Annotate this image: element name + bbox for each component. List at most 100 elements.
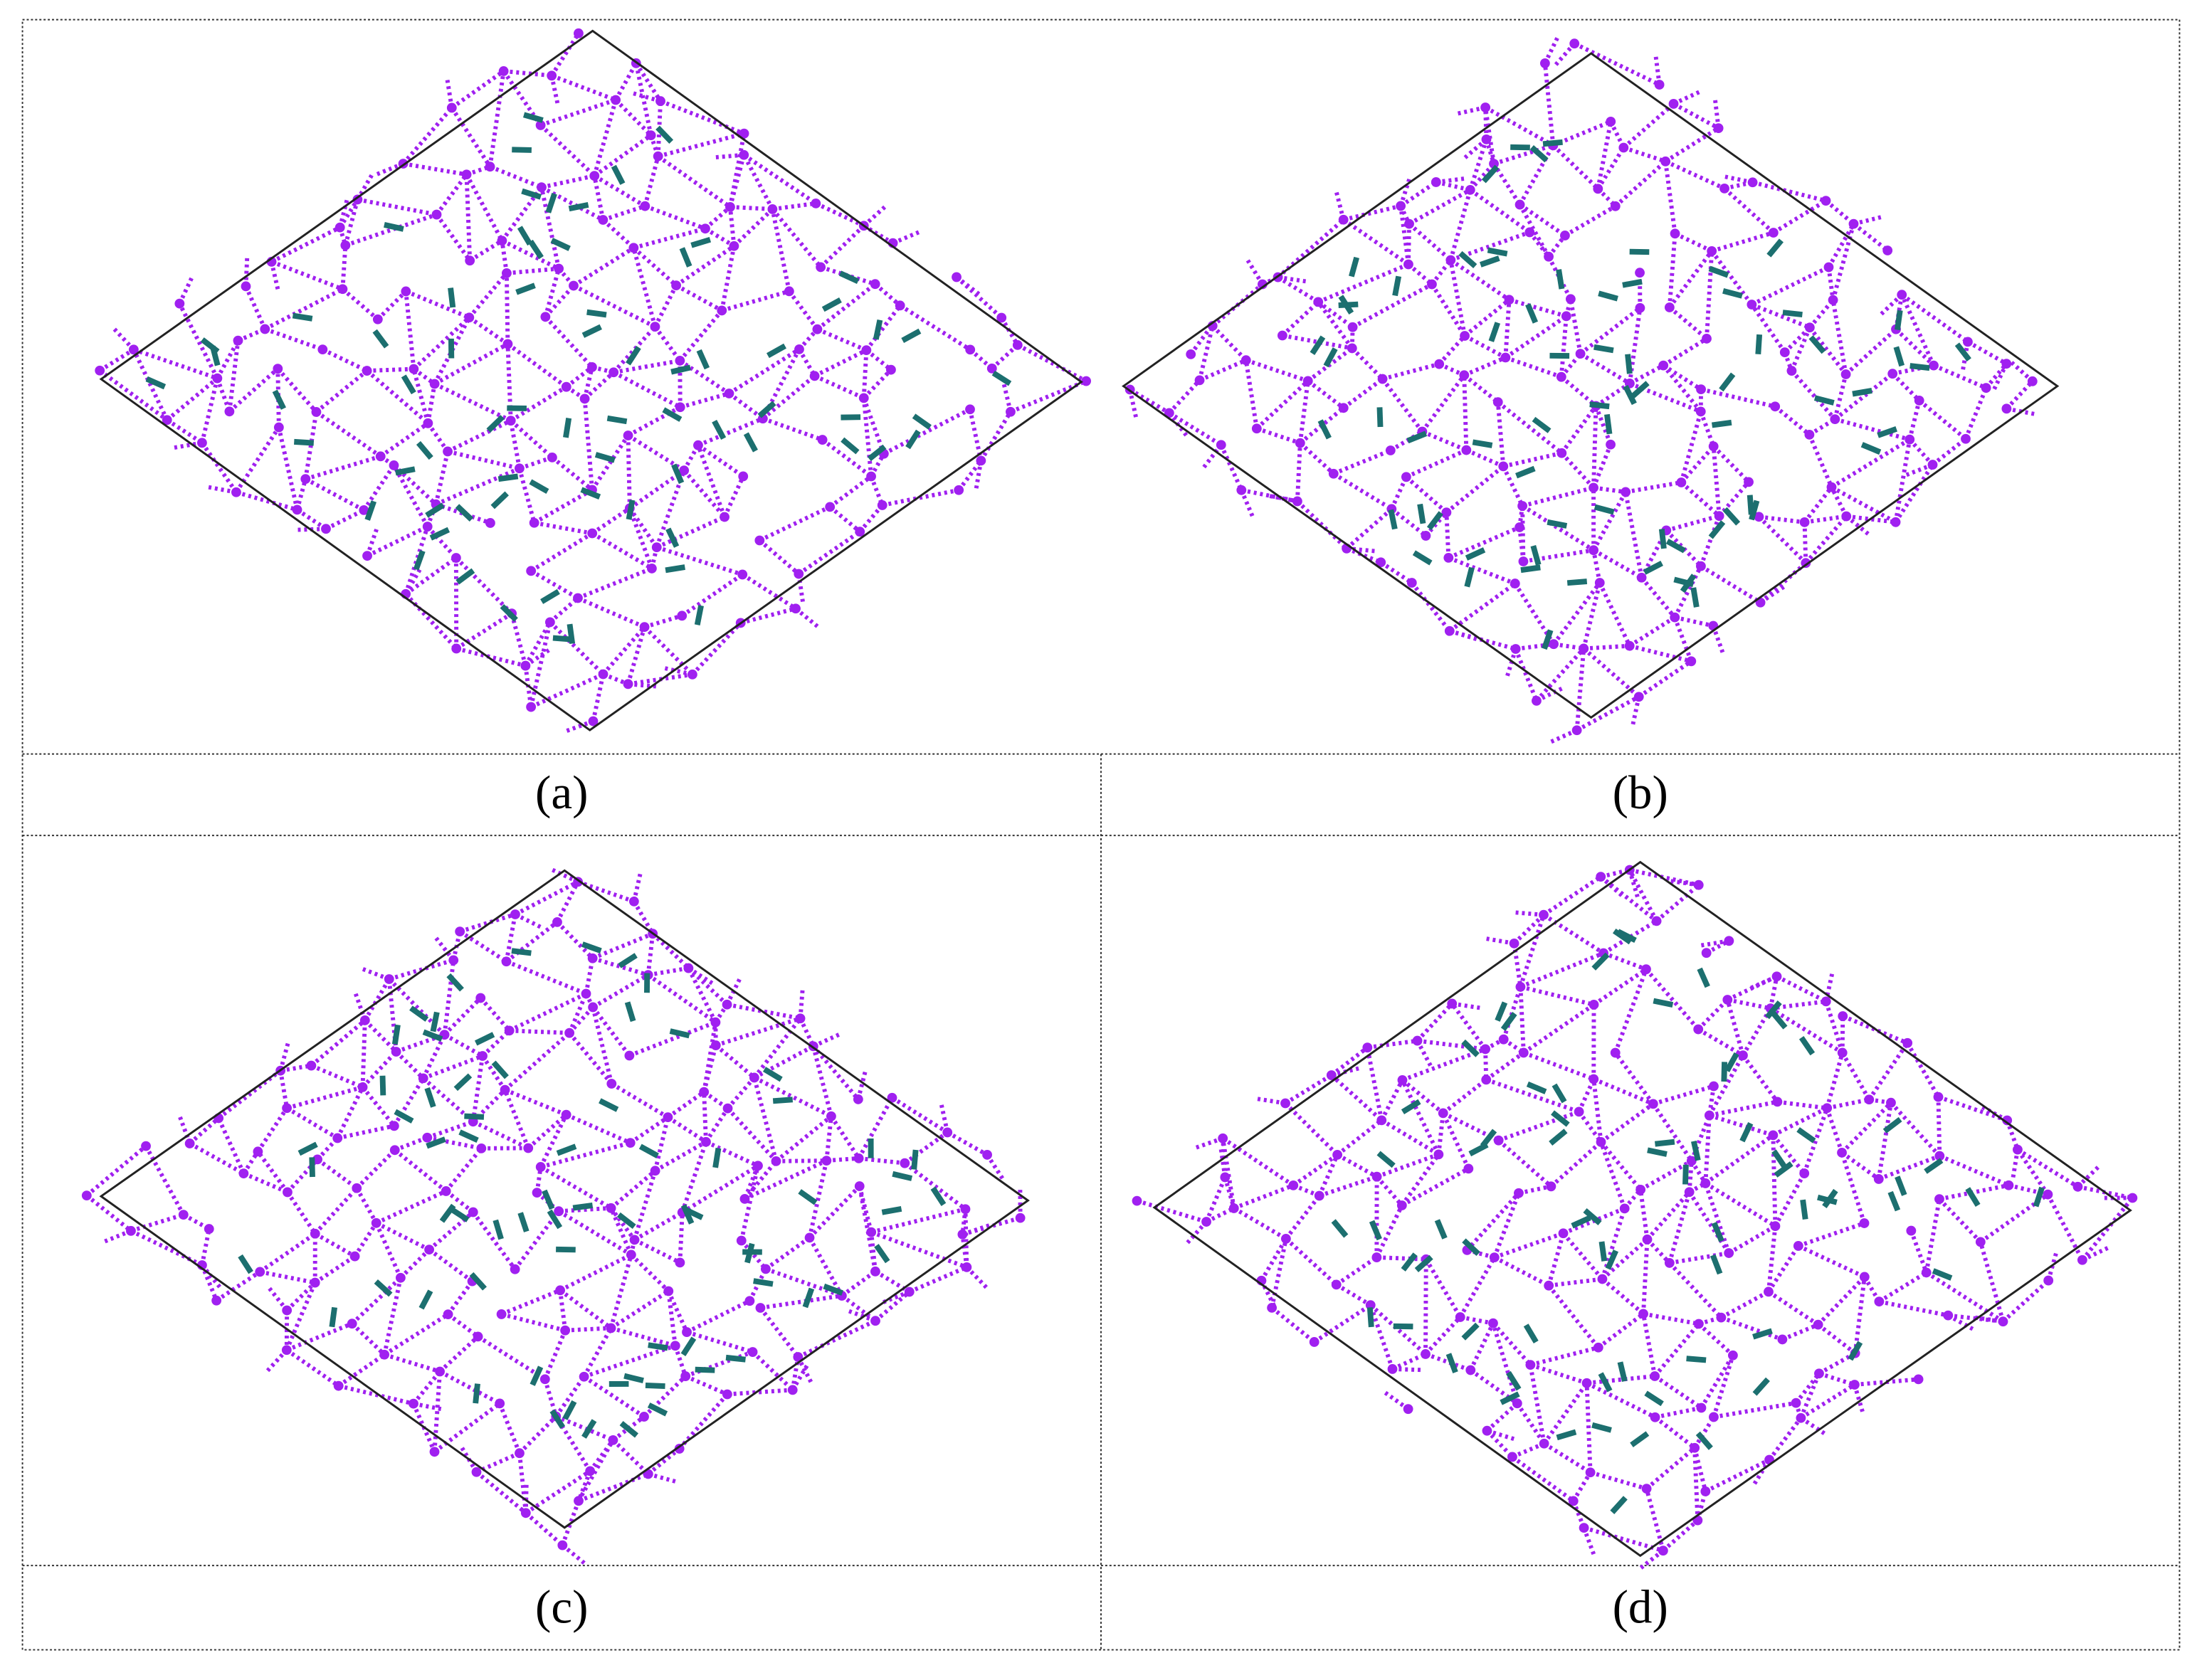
network-node <box>1929 360 1939 371</box>
network-bond <box>1255 379 1310 430</box>
network-node <box>260 324 270 334</box>
network-node <box>1963 337 1973 347</box>
network-node <box>1799 1168 1810 1178</box>
network-node <box>687 669 697 680</box>
network-bond <box>295 507 327 531</box>
network-node <box>853 1094 863 1104</box>
network-bond <box>557 1209 633 1257</box>
network-bond <box>1492 1192 1521 1259</box>
network-node <box>340 240 351 250</box>
network-bond <box>549 75 561 107</box>
network-bond <box>1497 1109 1580 1143</box>
network-bond <box>539 1114 569 1168</box>
network-node <box>273 422 284 433</box>
network-bond <box>609 1254 633 1329</box>
panel-label: (c) <box>535 1580 588 1634</box>
network-node <box>1840 369 1851 379</box>
network-bond <box>654 470 686 549</box>
network-bond <box>1599 875 1658 923</box>
molecule <box>841 437 860 455</box>
network-bond <box>236 490 298 512</box>
network-bond <box>1797 1244 1866 1279</box>
network-bond <box>1239 489 1255 519</box>
network-node <box>1651 916 1662 926</box>
molecule <box>753 1278 774 1287</box>
network-node <box>870 1316 880 1326</box>
network-node <box>371 1217 381 1228</box>
network-bond <box>1769 1006 1844 1055</box>
network-node <box>500 1084 510 1095</box>
network-bond <box>325 508 365 531</box>
molecule <box>712 419 727 440</box>
network-node <box>1427 279 1437 290</box>
network-bond <box>98 347 135 373</box>
network-bond <box>1127 389 1139 421</box>
network-node <box>794 569 804 579</box>
network-bond <box>1511 1455 1575 1503</box>
network-bond <box>1931 437 1967 467</box>
network-node <box>749 1072 759 1083</box>
network-node <box>653 151 663 162</box>
network-bond <box>1664 126 1720 164</box>
network-node <box>982 1150 992 1160</box>
network-bond <box>144 1145 186 1216</box>
network-bond <box>1697 1027 1744 1057</box>
network-node <box>682 1327 692 1337</box>
network-node <box>1686 1156 1697 1166</box>
network-bond <box>1522 1050 1595 1082</box>
network-bond <box>305 454 381 481</box>
network-node <box>471 1467 482 1477</box>
network-bond <box>1559 352 1582 379</box>
molecule <box>1798 1036 1816 1056</box>
network-node <box>1837 1047 1848 1058</box>
network-node <box>1638 1309 1648 1319</box>
network-node <box>585 1466 596 1476</box>
molecule <box>1349 256 1359 278</box>
molecule <box>881 1206 902 1215</box>
network-bond <box>1613 1051 1655 1106</box>
network-bond <box>361 1050 398 1089</box>
network-bond <box>1687 1190 1731 1254</box>
network-bond <box>1713 1400 1797 1420</box>
network-bond <box>841 1269 877 1298</box>
network-bond <box>488 70 506 167</box>
network-bond <box>1825 1052 1845 1109</box>
network-node <box>2013 1144 2023 1155</box>
network-bond <box>1461 137 1488 162</box>
network-bond <box>310 1063 364 1089</box>
network-node <box>1804 429 1815 440</box>
network-node <box>429 1447 440 1457</box>
network-bond <box>592 99 618 176</box>
network-bond <box>264 1348 288 1375</box>
network-node <box>409 1398 418 1409</box>
network-bond <box>753 1044 815 1080</box>
network-bond <box>1552 120 1612 148</box>
network-node <box>1347 343 1357 354</box>
network-bond <box>1623 145 1667 164</box>
network-node <box>504 1025 515 1036</box>
network-bond <box>343 199 360 246</box>
network-bond <box>314 1232 357 1259</box>
network-node <box>561 1109 571 1120</box>
network-bond <box>1501 465 1524 507</box>
molecule <box>1532 416 1552 433</box>
network-node <box>529 517 539 528</box>
network-bond <box>1520 505 1526 562</box>
network-bond <box>549 867 579 884</box>
network-node <box>606 1079 617 1089</box>
network-node <box>333 1380 344 1391</box>
molecule <box>1317 419 1332 440</box>
network-bond <box>1668 878 1700 887</box>
molecule <box>626 500 636 520</box>
network-node <box>497 236 507 246</box>
network-node <box>347 1319 357 1329</box>
network-node <box>1981 383 1991 393</box>
network-bond <box>1221 1136 1295 1188</box>
network-node <box>1709 1412 1719 1422</box>
network-bond <box>228 366 280 413</box>
molecule <box>1462 1238 1480 1257</box>
molecule <box>662 407 683 422</box>
network-node <box>372 314 383 324</box>
network-node <box>1707 245 1717 256</box>
network-bond <box>1129 387 1171 415</box>
